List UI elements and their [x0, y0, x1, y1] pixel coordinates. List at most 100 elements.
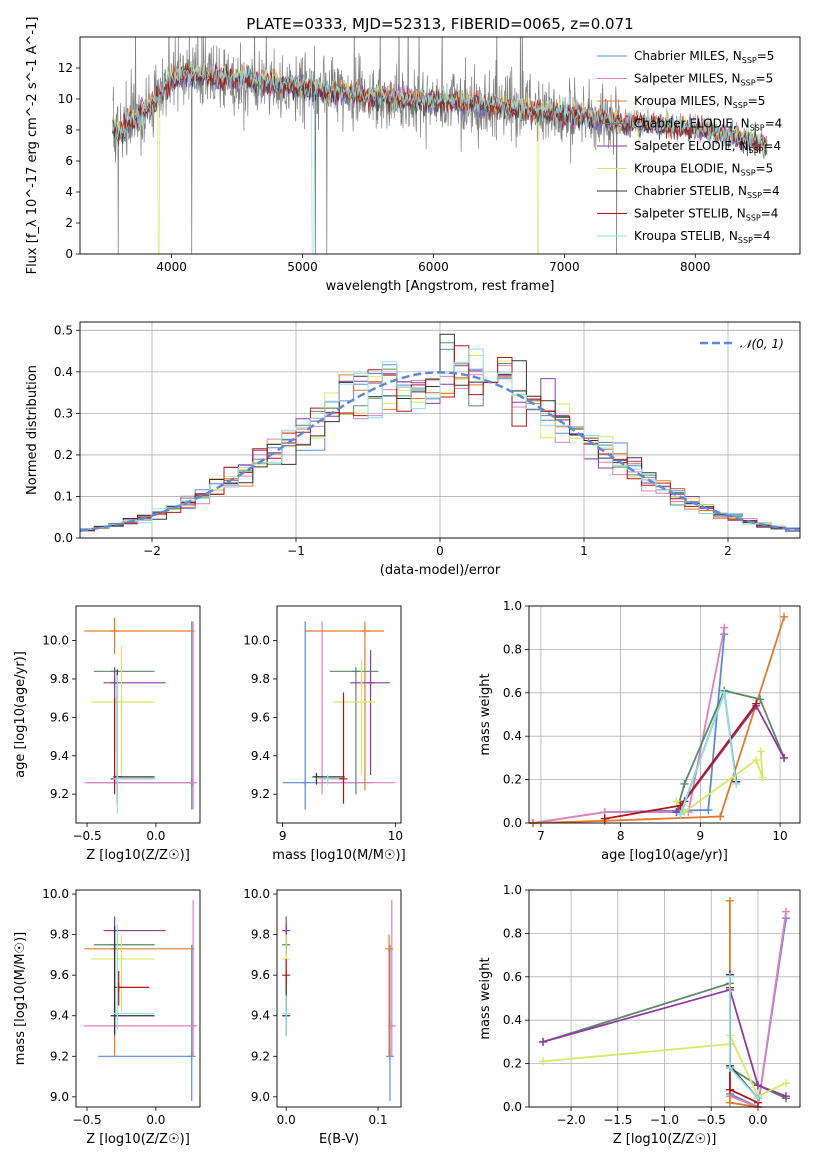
y-tick-label: 1.0	[503, 599, 522, 613]
y-tick-label: 10	[58, 92, 73, 106]
x-axis-label: (data-model)/error	[380, 563, 501, 578]
y-axis-label: mass [log10(M/M☉)]	[13, 932, 28, 1065]
y-axis-label: Flux [f_λ 10^-17 erg cm^-2 s^-1 A^-1]	[25, 17, 40, 275]
legend-entry-subscript: SSP	[733, 101, 748, 110]
normal-curve	[79, 371, 801, 532]
series-line	[532, 616, 785, 824]
legend-entry-label: Chabrier STELIB, N	[634, 184, 747, 198]
data-point	[282, 971, 291, 980]
x-tick-label: −0.5	[72, 1113, 101, 1127]
y-tick-label: 9.4	[251, 1009, 270, 1023]
x-tick-label: −2.0	[556, 1113, 585, 1127]
mass-vs-metallicity-panel: −0.5 0.0 9.0 9.2 9.4 9.6 9.8 10.0 Z [log10(Z/Z☉)…	[13, 887, 201, 1147]
data-point	[323, 774, 332, 783]
data-point	[282, 926, 291, 935]
series-line	[542, 988, 787, 1098]
data-point	[385, 1052, 394, 1061]
y-tick-label: 0.4	[503, 1013, 522, 1027]
y-tick-label: 0.6	[503, 686, 522, 700]
x-axis-label: Z [log10(Z/Z☉)]	[613, 1132, 717, 1147]
y-tick-label: 4	[65, 185, 73, 199]
data-point	[117, 698, 126, 707]
series-marker	[756, 695, 765, 704]
series-marker	[725, 972, 734, 981]
data-point	[360, 626, 369, 635]
y-tick-label: 10.0	[243, 634, 270, 648]
x-tick-label: 7000	[549, 260, 580, 274]
y-tick-label: 8	[65, 123, 73, 137]
series-marker	[780, 612, 789, 621]
legend-entry-subscript: SSP	[738, 236, 753, 245]
y-tick-label: 0.0	[503, 1100, 522, 1114]
series-marker	[725, 1098, 734, 1107]
axes-frame	[75, 889, 201, 1108]
y-axis-label: age [log10(age/yr)]	[13, 651, 28, 778]
y-tick-label: 0.4	[503, 729, 522, 743]
legend-entry-eq: =	[763, 139, 773, 153]
y-axis-label: mass weight	[478, 957, 493, 1039]
series-marker	[676, 810, 685, 819]
y-tick-label: 9.6	[251, 710, 270, 724]
series-marker	[732, 779, 741, 788]
legend-entry: Chabrier ELODIE, NSSP=4	[634, 117, 782, 133]
y-tick-label: 9.8	[50, 672, 69, 686]
legend-entry-subscript: SSP	[748, 146, 763, 155]
model-spectrum	[112, 59, 768, 254]
x-tick-label: 4000	[156, 260, 187, 274]
y-tick-label: 6	[65, 154, 73, 168]
data-point	[339, 774, 348, 783]
legend-entry-count: 5	[758, 94, 766, 108]
legend-entry-label: Kroupa STELIB, N	[634, 229, 738, 243]
y-tick-label: 2	[65, 216, 73, 230]
x-tick-label: 9	[279, 829, 287, 843]
axes-frame	[276, 605, 402, 824]
legend-entry: Salpeter MILES, NSSP=5	[634, 72, 773, 88]
y-tick-label: 0.6	[503, 970, 522, 984]
series-marker	[753, 1081, 762, 1090]
x-tick-label: 8	[617, 829, 625, 843]
x-tick-label: 10	[388, 829, 403, 843]
series-marker	[720, 688, 729, 697]
y-tick-label: 9.2	[50, 1049, 69, 1063]
data-point	[113, 774, 122, 783]
series-marker	[716, 812, 725, 821]
axes-frame	[528, 889, 801, 1108]
y-tick-label: 0.2	[503, 773, 522, 787]
residuals-panel: −2 −1 0 1 2 0.0 0.1 0.2 0.3 0.4 0.5 (data-model)/er…	[25, 321, 801, 578]
legend-entry-count: 5	[766, 162, 774, 176]
x-axis-label: age [log10(age/yr)]	[601, 848, 728, 863]
x-tick-label: 7	[537, 829, 545, 843]
legend-entry-label: Salpeter MILES, N	[634, 72, 741, 86]
legend-entry-eq: =	[761, 207, 771, 221]
y-tick-label: 0.0	[54, 531, 73, 545]
legend-entry-eq: =	[757, 49, 767, 63]
y-tick-label: 0.4	[54, 365, 73, 379]
series-marker	[720, 623, 729, 632]
x-tick-label: 9	[697, 829, 705, 843]
legend-entry-label: Chabrier MILES, N	[634, 49, 742, 63]
series-marker	[781, 1092, 790, 1101]
legend-entry-label: Salpeter ELODIE, N	[634, 139, 748, 153]
y-tick-label: 9.4	[251, 749, 270, 763]
x-tick-label: 1	[580, 544, 588, 558]
legend-entry: Kroupa MILES, NSSP=5	[634, 94, 765, 110]
data-point	[357, 698, 366, 707]
series-marker	[680, 779, 689, 788]
series-marker	[725, 1063, 734, 1072]
legend-entry-subscript: SSP	[741, 79, 756, 88]
x-tick-label: 0.0	[748, 1113, 767, 1127]
y-tick-label: 9.8	[251, 928, 270, 942]
x-tick-label: −1.5	[603, 1113, 632, 1127]
y-tick-label: 0.2	[54, 448, 73, 462]
weight-vs-metallicity-panel: −2.0 −1.5 −1.0 −0.5 0.0 0.0 0.2 0.4 0.6 0.8 1.0 Z […	[478, 883, 801, 1147]
model-spectrum	[112, 63, 768, 157]
y-tick-label: 0.0	[503, 816, 522, 830]
series-marker	[672, 797, 681, 806]
x-tick-label: 0.0	[146, 829, 165, 843]
x-tick-label: 0	[436, 544, 444, 558]
legend-entry-subscript: SSP	[746, 214, 761, 223]
figure-title: PLATE=0333, MJD=52313, FIBERID=0065, z=0…	[246, 15, 633, 33]
legend-entry-count: 5	[767, 49, 775, 63]
x-tick-label: −1.0	[650, 1113, 679, 1127]
x-tick-label: 0.0	[277, 1113, 296, 1127]
